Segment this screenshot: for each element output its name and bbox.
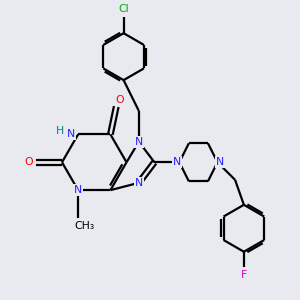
Text: H: H xyxy=(56,126,64,136)
Text: F: F xyxy=(241,270,247,280)
Text: N: N xyxy=(67,129,75,140)
Text: N: N xyxy=(216,157,224,167)
Text: N: N xyxy=(135,178,143,188)
Text: N: N xyxy=(173,157,181,167)
Text: O: O xyxy=(116,95,124,105)
Text: Cl: Cl xyxy=(118,4,129,14)
Text: O: O xyxy=(25,157,33,167)
Text: N: N xyxy=(74,185,82,195)
Text: CH₃: CH₃ xyxy=(74,221,94,231)
Text: N: N xyxy=(135,137,143,147)
